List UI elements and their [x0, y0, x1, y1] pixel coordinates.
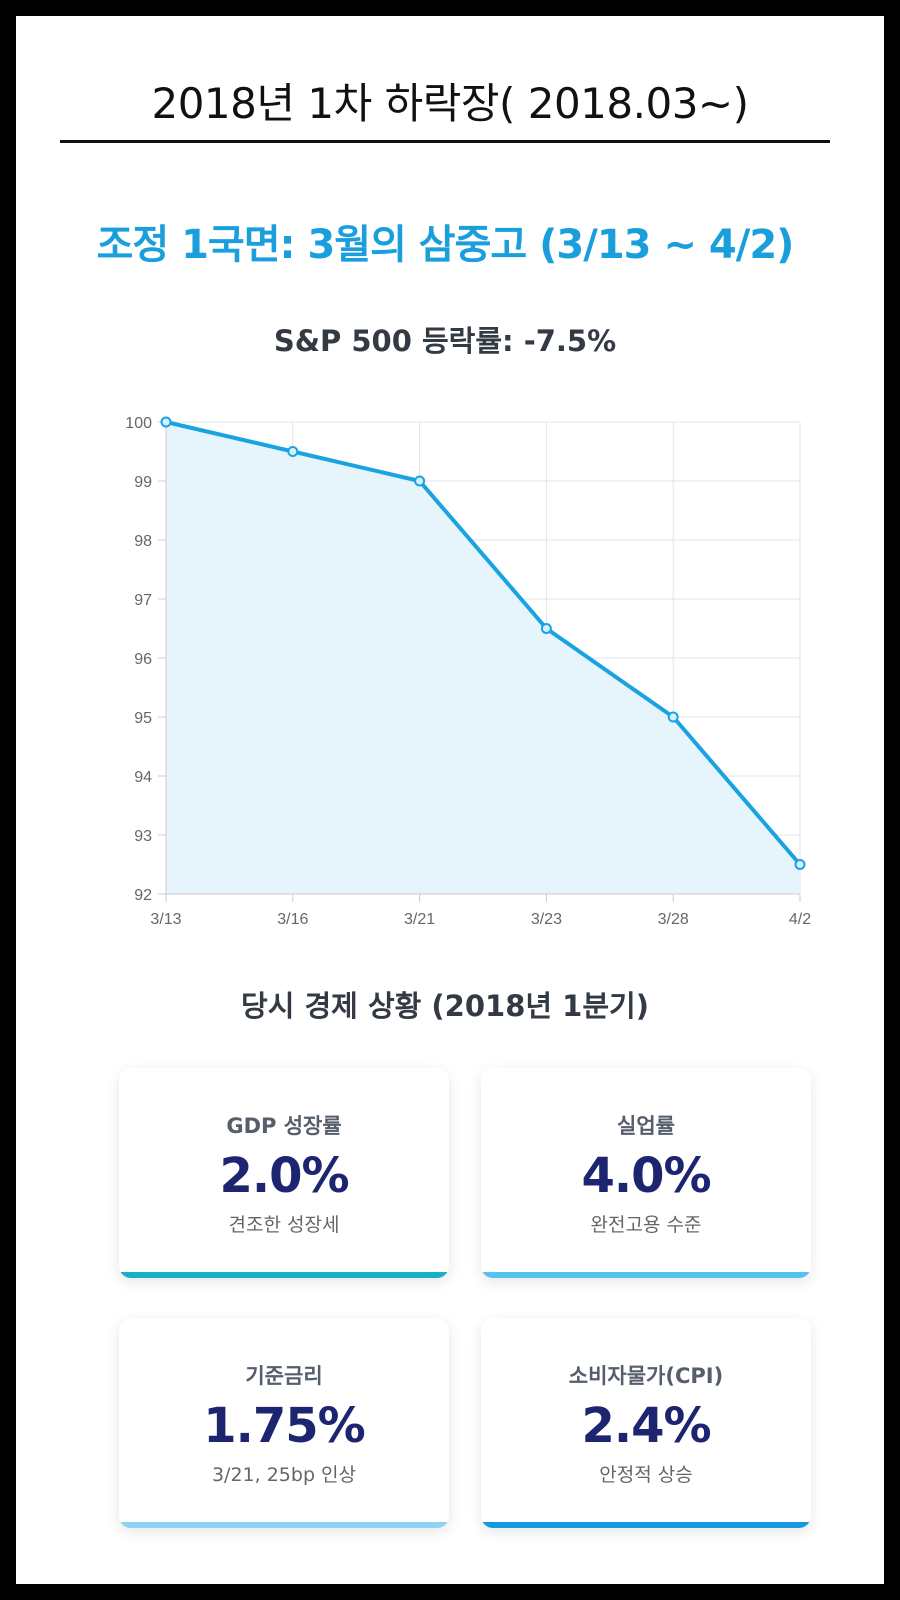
data-point	[287, 446, 299, 457]
y-tick-label: 95	[134, 710, 152, 727]
card-value: 2.0%	[219, 1148, 349, 1204]
x-tick-label: 4/2	[789, 911, 811, 928]
y-tick-label: 97	[134, 592, 152, 609]
data-point	[414, 475, 426, 487]
area-fill	[166, 422, 800, 894]
card-note: 견조한 성장세	[228, 1214, 340, 1236]
card-value: 4.0%	[581, 1148, 711, 1204]
card-value: 1.75%	[203, 1398, 366, 1454]
y-tick-label: 100	[125, 415, 152, 432]
title-divider	[60, 140, 830, 143]
card-cpi: 소비자물가(CPI) 2.4% 안정적 상승	[481, 1318, 811, 1528]
series-line	[165, 420, 802, 866]
card-label: 기준금리	[245, 1364, 323, 1388]
card-value: 2.4%	[581, 1398, 711, 1454]
card-base-rate: 기준금리 1.75% 3/21, 25bp 인상	[119, 1318, 449, 1528]
data-point	[540, 623, 552, 634]
y-tick-label: 99	[134, 474, 152, 491]
x-tick-label: 3/21	[404, 911, 435, 928]
card-unemployment: 실업률 4.0% 완전고용 수준	[481, 1068, 811, 1278]
card-accent-bar	[119, 1272, 449, 1278]
card-label: GDP 성장률	[226, 1114, 342, 1138]
y-tick-label: 98	[134, 533, 152, 550]
page-title: 2018년 1차 하락장( 2018.03~)	[151, 79, 749, 128]
section-heading: 조정 1국면: 3월의 삼중고 (3/13 ~ 4/2)	[96, 222, 795, 268]
x-tick-label: 3/13	[150, 911, 181, 928]
economy-heading: 당시 경제 상황 (2018년 1분기)	[241, 989, 649, 1023]
data-point	[667, 711, 679, 723]
y-tick-label: 93	[134, 828, 152, 845]
data-point	[794, 859, 806, 870]
card-label: 실업률	[617, 1114, 675, 1138]
card-accent-bar	[119, 1522, 449, 1528]
y-tick-label: 96	[134, 651, 152, 668]
x-tick-label: 3/23	[531, 911, 562, 928]
card-gdp: GDP 성장률 2.0% 견조한 성장세	[119, 1068, 449, 1278]
card-accent-bar	[481, 1522, 811, 1528]
card-note: 안정적 상승	[599, 1464, 693, 1486]
y-tick-label: 92	[134, 887, 152, 904]
x-tick-label: 3/16	[277, 911, 308, 928]
x-tick-label: 3/28	[658, 911, 689, 928]
card-note: 완전고용 수준	[590, 1214, 702, 1236]
y-tick-label: 94	[134, 769, 152, 786]
card-note: 3/21, 25bp 인상	[211, 1464, 357, 1486]
sp500-chart: 100 99 98 97 96 95 94 93 92 3/13 3/16 3/21 3/23 3/28 4…	[125, 415, 811, 928]
card-accent-bar	[481, 1272, 811, 1278]
card-label: 소비자물가(CPI)	[568, 1364, 724, 1388]
data-point	[160, 416, 172, 428]
chart-title: S&P 500 등락률: -7.5%	[273, 324, 617, 358]
